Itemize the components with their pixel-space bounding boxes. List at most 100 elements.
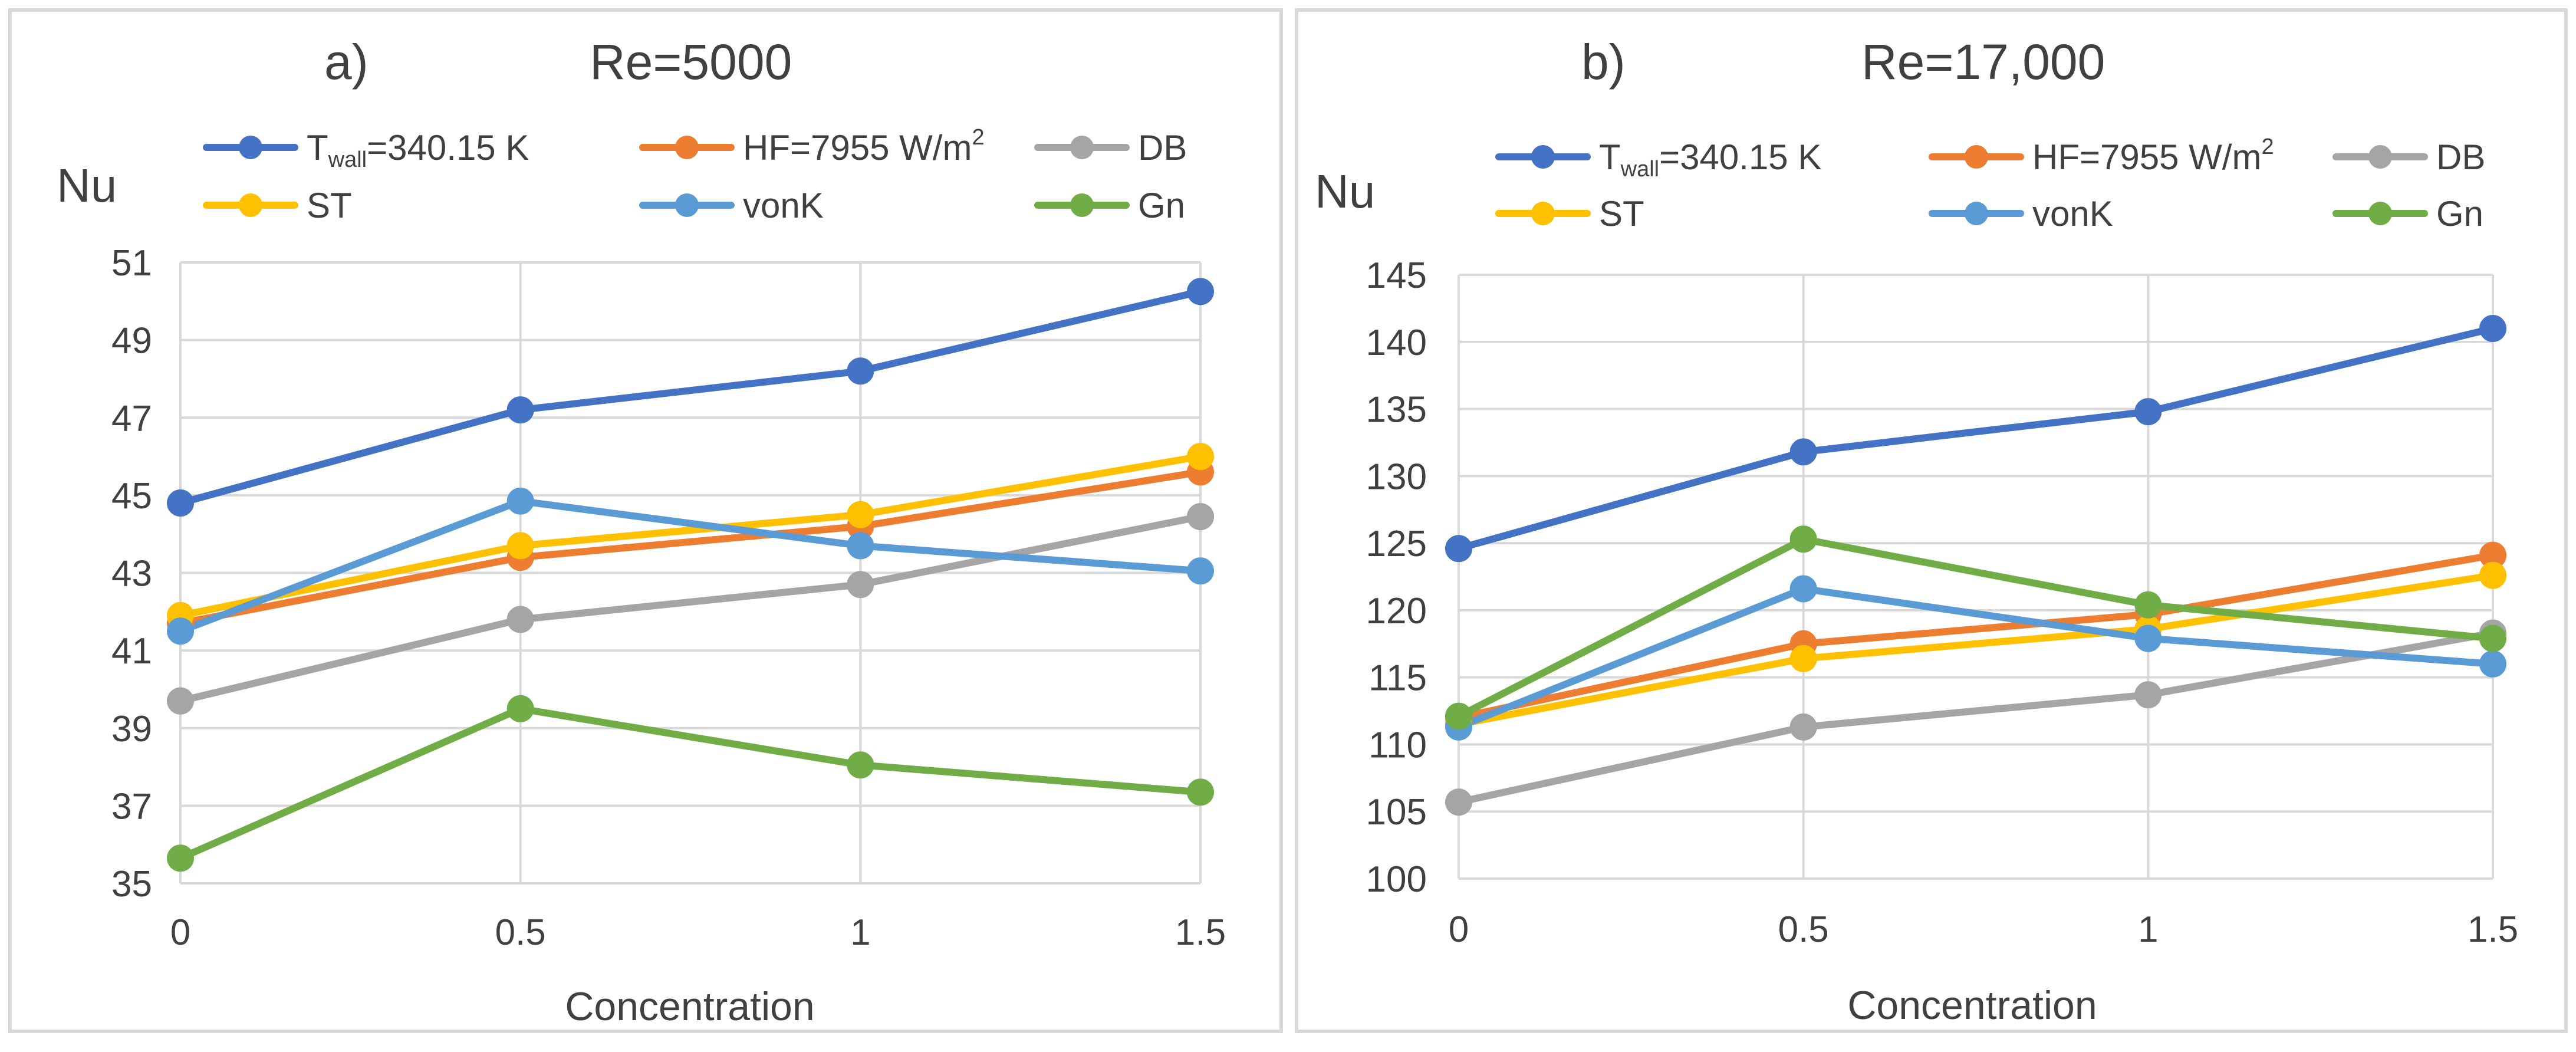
chart-a-ytick-label: 45: [111, 476, 152, 517]
chart-b-data-point: [2479, 624, 2506, 652]
chart-b-legend-entry: vonK: [1929, 194, 2113, 234]
chart-b-series-line-4: [1455, 585, 2496, 731]
chart-a-data-point: [506, 532, 534, 560]
legend-label: vonK: [2032, 194, 2113, 234]
chart-a-data-point: [847, 501, 874, 528]
chart-a-data-point: [167, 687, 194, 715]
chart-a-series-line-1: [177, 468, 1204, 627]
chart-b-data-point: [2479, 650, 2506, 678]
chart-a-data-point: [506, 695, 534, 722]
chart-a-series-line-0: [177, 288, 1204, 507]
chart-panel-b: b) Re=17,000 Nu Concentration 100 105 110 1…: [1295, 8, 2568, 1033]
chart-a-series-line-3: [177, 453, 1204, 619]
chart-a-data-point: [847, 357, 874, 385]
chart-b-xtick-label: 1: [2138, 909, 2158, 950]
chart-a-data-point: [1187, 557, 1214, 585]
chart-b-legend-entry: Gn: [2332, 194, 2483, 234]
chart-a-svg: a) Re=5000 Nu Concentration 35 37 39 41 43 45…: [57, 34, 1226, 1029]
chart-a-xtick-label: 0: [170, 912, 190, 953]
chart-b-series-line-1: [1455, 551, 2496, 721]
chart-b-data-point: [1789, 645, 1817, 672]
chart-a-title: Re=5000: [590, 34, 792, 90]
chart-b-series-line-2: [1455, 629, 2496, 806]
chart-a-ytick-label: 35: [111, 864, 152, 905]
chart-a-ytick-label: 43: [111, 554, 152, 594]
chart-a-legend-entry: ST: [203, 186, 352, 225]
chart-b-ytick-label: 145: [1366, 255, 1427, 296]
chart-b-data-point: [1445, 788, 1472, 816]
chart-a-ytick-label: 39: [111, 709, 152, 749]
legend-dot-marker: [1531, 202, 1555, 225]
chart-a-ytick-label: 37: [111, 786, 152, 827]
chart-a-data-point: [847, 571, 874, 599]
chart-b-data-point: [2134, 398, 2162, 426]
chart-b-data-point: [2479, 561, 2506, 589]
chart-b-data-point: [2134, 591, 2162, 619]
chart-b-ytick-label: 120: [1366, 591, 1427, 632]
chart-a-ylabel: Nu: [57, 159, 117, 212]
chart-b-ytick-label: 140: [1366, 323, 1427, 363]
legend-dot-marker: [1531, 145, 1555, 169]
chart-a-data-point: [1187, 443, 1214, 471]
chart-a-data-point: [1187, 778, 1214, 806]
legend-dot-marker: [2368, 145, 2392, 169]
chart-a-ytick-label: 41: [111, 631, 152, 672]
chart-b-ytick-label: 130: [1366, 456, 1427, 497]
chart-b-ytick-label: 125: [1366, 524, 1427, 564]
chart-a-legend-entry: HF=7955 W/m2: [639, 125, 985, 167]
legend-dot-marker: [1965, 145, 1988, 169]
chart-a-data-point: [1187, 503, 1214, 531]
legend-label: ST: [1599, 194, 1644, 234]
legend-dot-marker: [239, 136, 262, 159]
legend-label: Twall=340.15 K: [1599, 137, 1821, 182]
chart-a-legend-entry: DB: [1034, 128, 1187, 167]
chart-a-ytick-label: 51: [111, 243, 152, 284]
chart-a-data-point: [167, 844, 194, 872]
chart-a-panel-label: a): [324, 34, 369, 90]
chart-b-data-point: [1789, 525, 1817, 553]
chart-b-xtick-label: 1.5: [2468, 909, 2518, 950]
legend-label: DB: [1138, 128, 1187, 167]
chart-b-series-line-0: [1455, 325, 2496, 553]
chart-a-xtick-label: 0.5: [495, 912, 546, 953]
chart-b-xtick-label: 0: [1449, 909, 1469, 950]
chart-a-data-point: [167, 489, 194, 517]
chart-b-legend-entry: DB: [2332, 137, 2485, 177]
legend-dot-marker: [1070, 193, 1094, 217]
chart-a-xlabel: Concentration: [565, 984, 814, 1029]
chart-a-legend-entry: Gn: [1034, 186, 1185, 225]
chart-a-data-point: [167, 617, 194, 645]
chart-a-legend-entry: Twall=340.15 K: [203, 128, 529, 172]
chart-b-data-point: [1445, 535, 1472, 563]
chart-b-ytick-label: 110: [1368, 725, 1427, 765]
chart-b-data-point: [2134, 624, 2162, 652]
chart-b-title: Re=17,000: [1861, 34, 2105, 90]
chart-a-data-point: [506, 487, 534, 515]
chart-a-data-point: [1187, 278, 1214, 305]
legend-label: HF=7955 W/m2: [2032, 134, 2274, 177]
legend-label: DB: [2436, 137, 2485, 177]
chart-b-svg: b) Re=17,000 Nu Concentration 100 105 110 1…: [1315, 34, 2518, 1028]
chart-b-ytick-label: 135: [1366, 390, 1427, 430]
legend-label: ST: [307, 186, 352, 225]
legend-dot-marker: [1070, 136, 1094, 159]
legend-dot-marker: [675, 193, 699, 217]
chart-a-xtick-label: 1.5: [1175, 912, 1226, 953]
chart-b-ytick-label: 100: [1366, 859, 1427, 900]
chart-b-series-line-3: [1455, 571, 2496, 728]
chart-b-legend-entry: HF=7955 W/m2: [1929, 134, 2274, 177]
chart-b-xlabel: Concentration: [1847, 983, 2097, 1028]
chart-b-data-point: [1789, 713, 1817, 741]
chart-b-panel-label: b): [1581, 34, 1626, 90]
chart-a-series-line-5: [177, 705, 1204, 862]
legend-label: Gn: [2436, 194, 2483, 234]
legend-dot-marker: [1965, 202, 1988, 225]
chart-b-ytick-label: 115: [1368, 658, 1427, 699]
legend-dot-marker: [239, 193, 262, 217]
chart-a-data-point: [506, 606, 534, 633]
chart-b-legend-entry: ST: [1495, 194, 1644, 234]
chart-a-series-line-2: [177, 513, 1204, 705]
legend-label: Twall=340.15 K: [307, 128, 529, 172]
chart-b-ytick-label: 105: [1366, 792, 1427, 833]
chart-panel-a: a) Re=5000 Nu Concentration 35 37 39 41 43 45…: [8, 8, 1283, 1033]
